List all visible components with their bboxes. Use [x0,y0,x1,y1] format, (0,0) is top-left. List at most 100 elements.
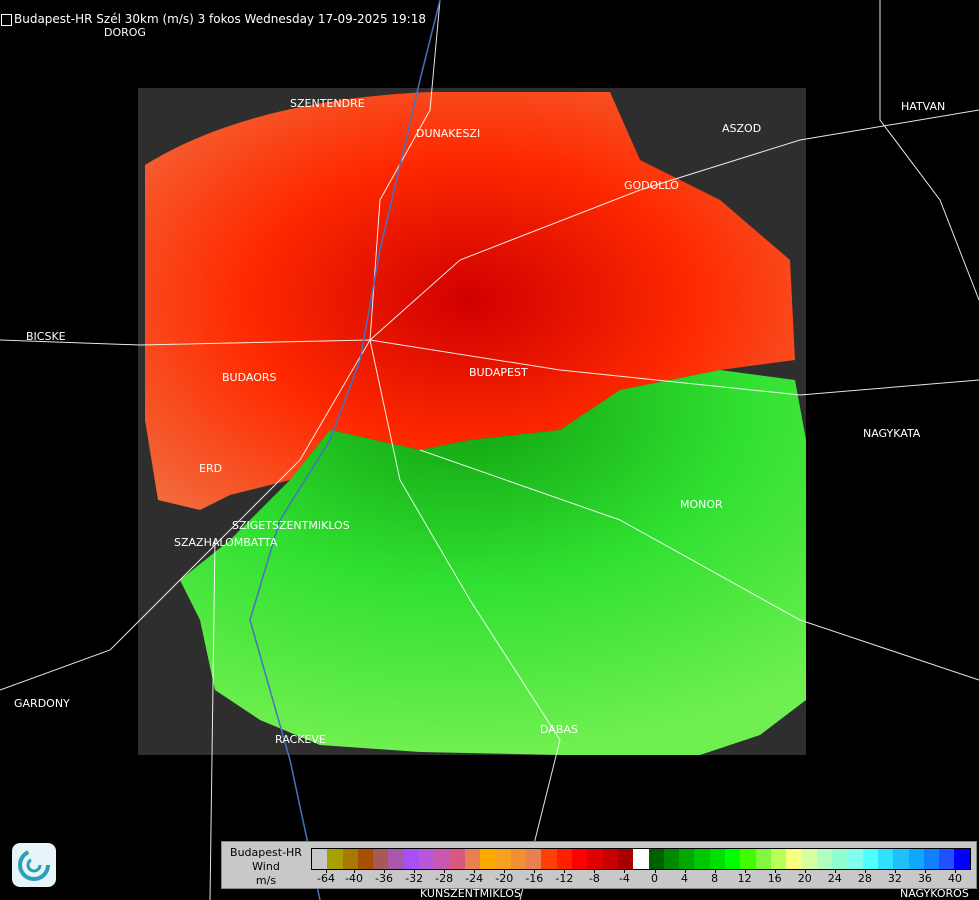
legend-tick-label: -36 [375,872,394,885]
legend-tick-label: -20 [495,872,514,885]
legend-tick-mark [834,870,836,873]
legend-swatch [464,849,481,869]
legend-tick-label: -28 [435,872,454,885]
legend-tick-label: 0 [651,872,658,885]
legend-tick-label: -64 [317,872,335,885]
legend-tick-mark [774,870,776,873]
menu-icon[interactable] [1,14,12,26]
legend-tick-mark [326,870,327,873]
logo [12,843,56,887]
city-label: BUDAPEST [469,366,528,379]
legend-tick-mark [924,870,926,873]
legend-tick-label: 24 [827,872,842,885]
legend-swatch [434,849,450,869]
legend-swatch [587,849,603,869]
legend-tick-label: 36 [917,872,932,885]
legend-swatch [480,849,496,869]
legend-tick-mark [864,870,866,873]
legend-swatch [832,849,848,869]
legend-tick-mark [354,870,355,873]
city-label: DOROG [104,26,146,39]
legend-swatch [449,849,465,869]
legend-tick-mark [504,870,506,873]
city-label: NAGYKOROS [900,887,969,900]
city-label: ASZOD [722,122,762,135]
legend-tick-mark [744,870,746,873]
legend-tick-label: -16 [525,872,544,885]
radar-receding-echoes [180,370,806,755]
legend-swatch [679,849,695,869]
legend-tick-label: -24 [465,872,484,885]
legend-swatch [755,849,771,869]
legend-swatch [816,849,833,869]
legend-swatch [725,849,741,869]
radar-approaching-echoes [145,92,795,510]
legend-swatch [510,849,527,869]
legend-tick-mark [474,870,476,873]
legend-swatch [740,849,756,869]
city-label: MONOR [680,498,723,511]
legend-swatch [663,849,680,869]
legend-swatch [877,849,894,869]
city-label: HATVAN [901,100,946,113]
city-label: BICSKE [26,330,66,343]
legend-swatch [801,849,817,869]
legend-swatch [709,849,726,869]
city-label: GODOLLO [624,179,679,192]
legend-tick-mark [804,870,806,873]
legend-tick-mark [654,870,656,873]
legend-swatch [908,849,924,869]
legend-tick-label: -8 [588,872,600,885]
city-label: SZIGETSZENTMIKLOS [232,519,350,532]
swirl-logo-icon [18,849,50,881]
city-label: DUNAKESZI [416,127,481,140]
legend-swatch [954,849,970,869]
legend-unit: m/s [255,874,277,887]
legend-tick-mark [594,870,596,873]
legend-tick-label: 16 [767,872,782,885]
danube-river [249,0,441,900]
legend-swatch [419,849,435,869]
legend-tick-label: -40 [345,872,363,885]
legend-tick-label: 32 [887,872,902,885]
city-label: DABAS [540,723,578,736]
legend-swatch [312,849,328,869]
legend-tick-label: 12 [737,872,752,885]
legend-tick-mark [894,870,896,873]
legend-tick-label: 40 [948,872,962,885]
legend-tick-mark [414,870,416,873]
legend-swatch [923,849,940,869]
legend-swatch [495,849,511,869]
legend-swatch [556,849,573,869]
legend-swatch [357,849,374,869]
city-label: NAGYKATA [863,427,921,440]
legend-tick-mark [534,870,536,873]
legend-tick-label: -4 [618,872,630,885]
legend-swatch [403,849,420,869]
city-label: GARDONY [14,697,70,710]
legend-tick-label: 28 [857,872,872,885]
city-label: SZENTENDRE [290,97,365,110]
legend-swatch [770,849,787,869]
city-label: SZAZHALOMBATTA [174,536,278,549]
legend-swatch [617,849,634,869]
legend-tick-label: 4 [681,872,689,885]
legend-tick-mark [564,870,566,873]
legend-tick-mark [624,870,626,873]
legend-tick-mark [384,870,386,873]
legend-swatch [862,849,878,869]
legend-tick-label: 20 [797,872,812,885]
legend-swatch [541,849,557,869]
city-label: ERD [199,462,223,475]
color-legend: Budapest-HR Wind m/s -64 -40 -36 -32 -28 -24-… [221,841,977,889]
legend-swatch [786,849,802,869]
city-label: RACKEVE [275,733,326,746]
legend-tick-mark [714,870,716,873]
legend-swatch [893,849,909,869]
legend-quantity: Wind [252,860,280,873]
legend-swatch [602,849,618,869]
legend-swatch [847,849,863,869]
legend-swatch [648,849,664,869]
